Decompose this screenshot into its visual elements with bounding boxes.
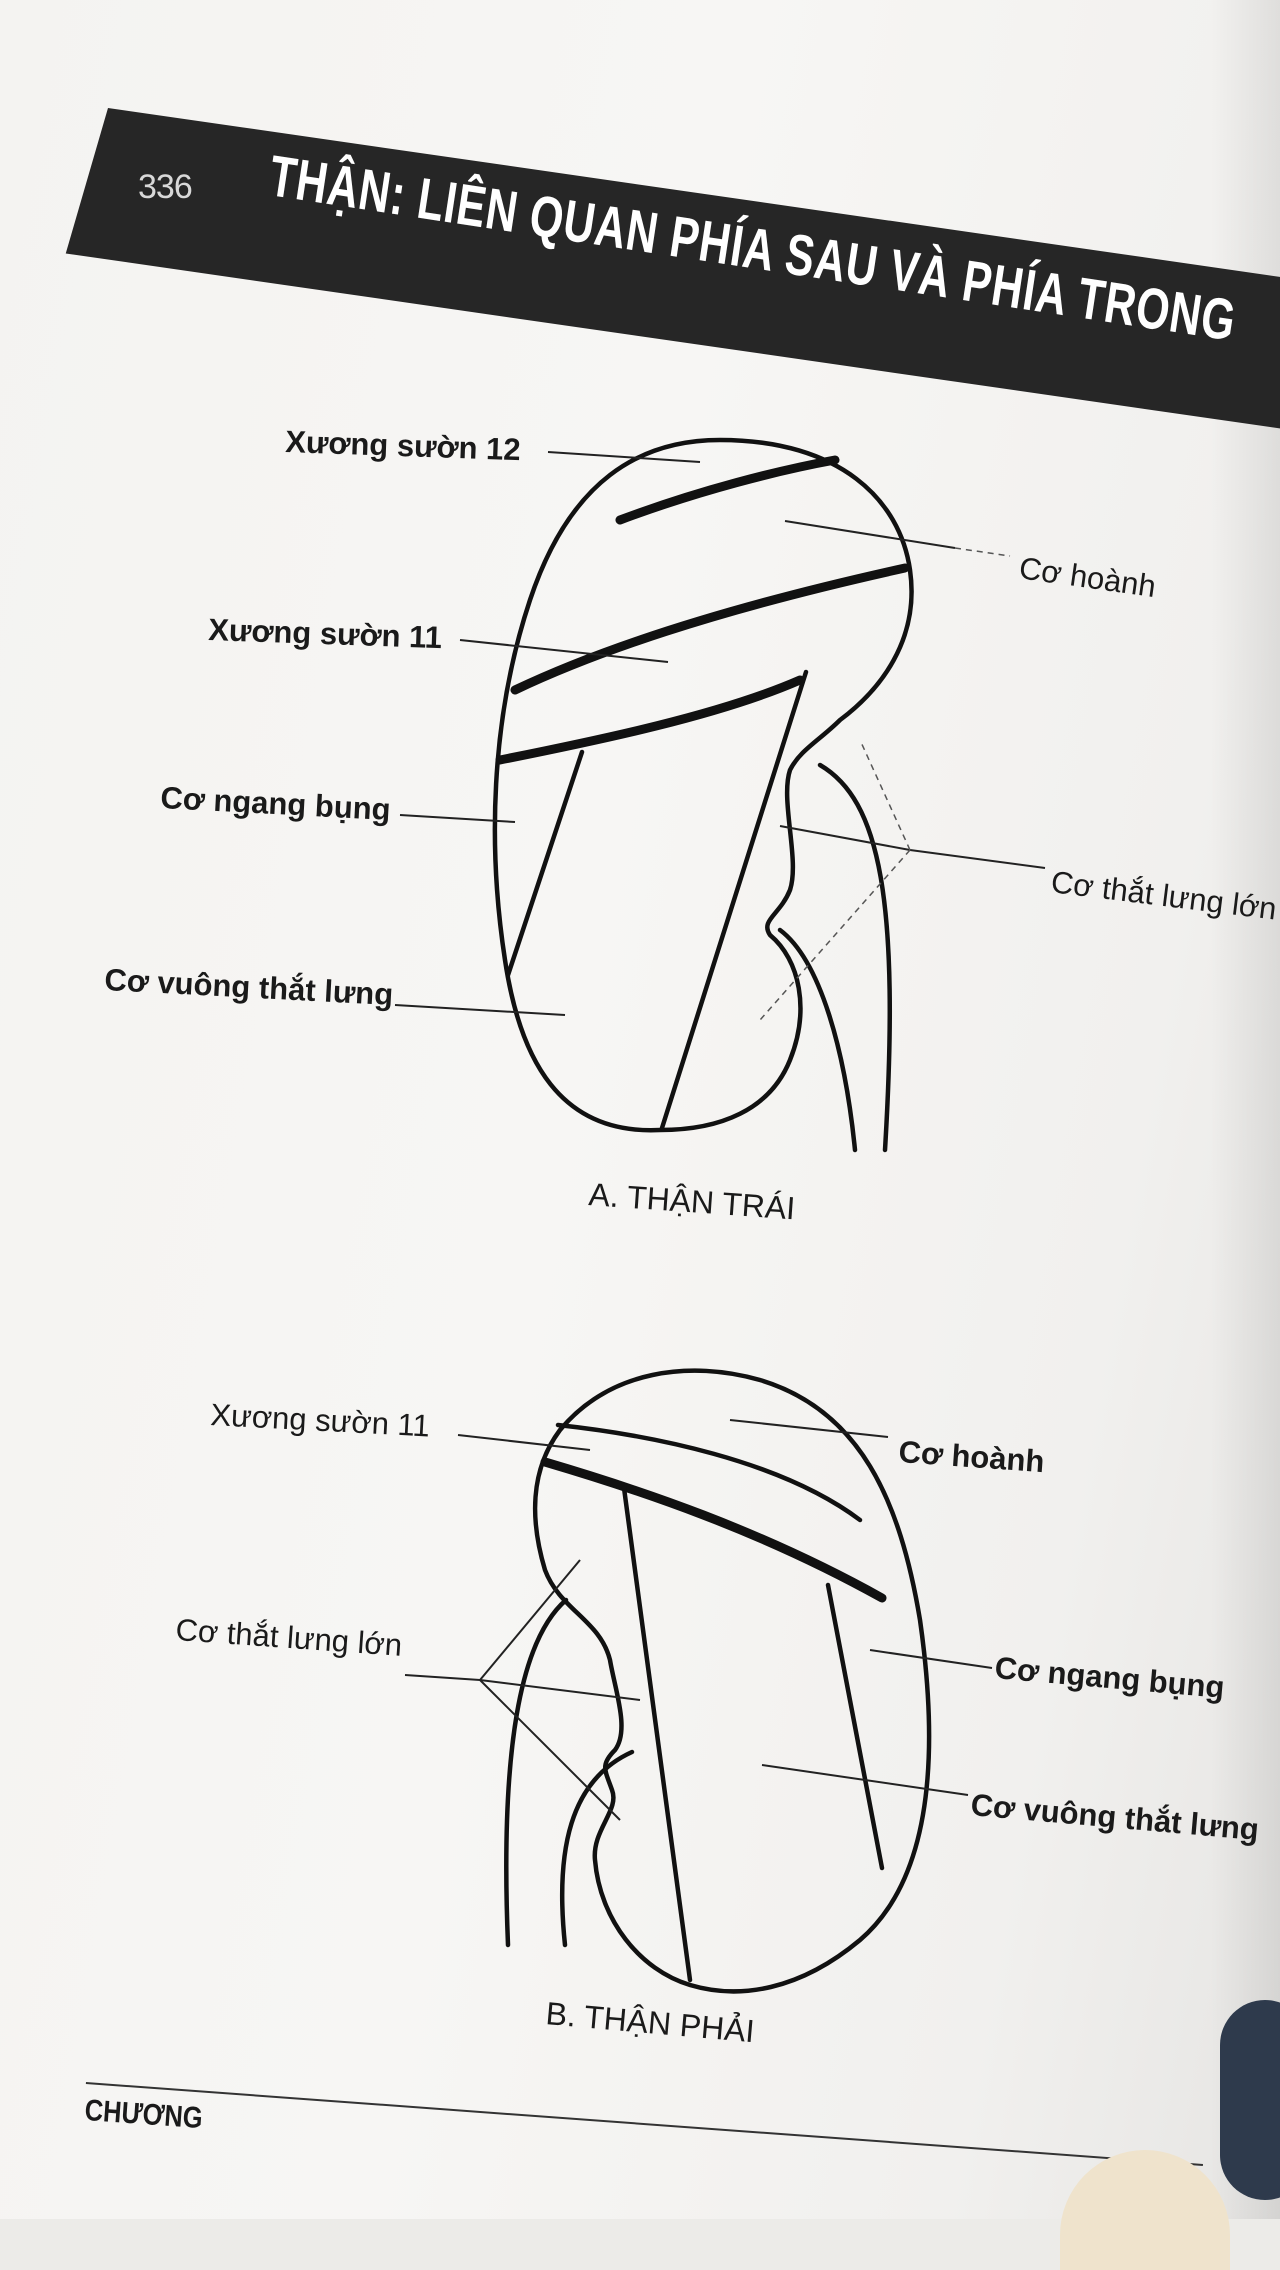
page-number: 336 (138, 168, 193, 206)
label-a-rib12: Xương sườn 12 (285, 424, 521, 467)
left-ureter-outer (817, 762, 892, 1153)
label-b-quadratus: Cơ vuông thắt lưng (969, 1786, 1260, 1847)
right-psoas-line (621, 1485, 693, 1983)
label-b-transversus: Cơ ngang bụng (993, 1650, 1226, 1705)
leader-psoas-a-dash2 (759, 849, 911, 1021)
kidney-diagrams: Xương sườn 12 Cơ hoành Xương sườn 11 Cơ … (104, 424, 1279, 2049)
right-kidney-outline (532, 1368, 932, 1994)
leader-diaphragm-a (784, 520, 956, 549)
caption-b: B. THẬN PHẢI (544, 1995, 756, 2049)
label-a-diaphragm: Cơ hoành (1017, 550, 1158, 604)
leader-transversus-b (869, 1649, 993, 1669)
leader-diaphragm-a-dash (954, 547, 1011, 557)
label-b-diaphragm: Cơ hoành (898, 1434, 1046, 1479)
right-ureter-inner (559, 1749, 635, 1948)
leader-psoas-b-2 (479, 1679, 641, 1701)
leader-quadratus-a (394, 1004, 566, 1016)
leader-quadratus-b (761, 1764, 969, 1796)
leader-rib11-a (459, 639, 669, 663)
leader-psoas-b-3 (479, 1679, 621, 1821)
figure-a-left-kidney: Xương sườn 12 Cơ hoành Xương sườn 11 Cơ … (104, 424, 1279, 1226)
left-kidney-outline (492, 437, 914, 1133)
caption-a: A. THẬN TRÁI (588, 1176, 797, 1226)
leader-diaphragm-b (729, 1419, 889, 1438)
label-b-psoas: Cơ thắt lưng lớn (175, 1612, 404, 1663)
label-a-psoas: Cơ thắt lưng lớn (1049, 864, 1278, 926)
right-ureter-outer (504, 1597, 569, 1948)
left-psoas-line (659, 669, 809, 1131)
label-a-quadratus: Cơ vuông thắt lưng (104, 961, 395, 1012)
figure-b-right-kidney: Xương sườn 11 Cơ hoành Cơ thắt lưng lớn … (175, 1368, 1260, 2049)
label-b-rib11: Xương sườn 11 (210, 1397, 431, 1443)
leader-psoas-a (779, 825, 911, 851)
thumb (1220, 2000, 1280, 2200)
right-rib11-band (540, 1457, 887, 1603)
leader-rib11-b (457, 1434, 591, 1451)
left-diaphragm-lower-border (495, 675, 805, 765)
left-rib11-band (510, 563, 910, 695)
right-transversus-line (825, 1582, 885, 1871)
left-transversus-line (505, 749, 585, 978)
leader-rib12-a (547, 451, 701, 463)
leader-psoas-a-dash1 (859, 739, 911, 851)
leader-psoas-a-2 (909, 849, 1046, 869)
left-rib12-band (615, 455, 840, 525)
label-a-rib11: Xương sườn 11 (208, 612, 443, 655)
label-a-transversus: Cơ ngang bụng (160, 780, 392, 827)
leader-psoas-b-1 (479, 1559, 581, 1681)
right-diaphragm-line (555, 1422, 863, 1523)
leader-transversus-a (399, 814, 516, 823)
leader-psoas-b (404, 1674, 481, 1681)
left-ureter-inner (777, 927, 858, 1153)
